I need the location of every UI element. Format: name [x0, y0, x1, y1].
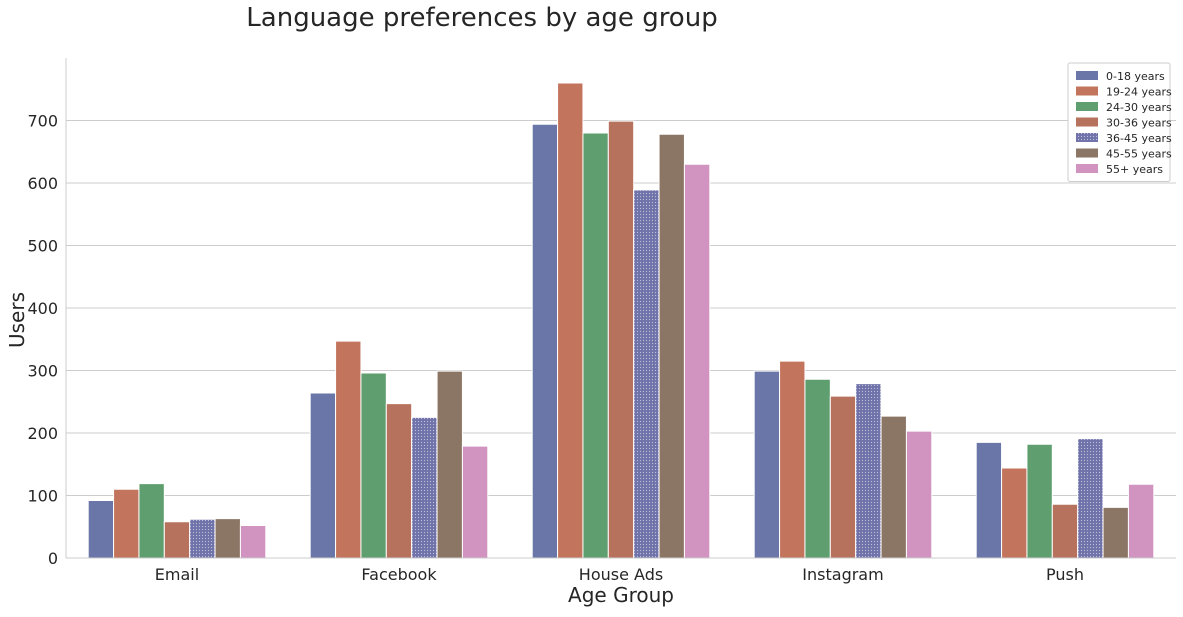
- y-tick-label: 400: [27, 299, 58, 318]
- bar: [975, 441, 1003, 559]
- y-tick-label: 500: [27, 237, 58, 256]
- bar: [461, 445, 489, 559]
- bar: [360, 372, 387, 559]
- y-tick-label: 200: [27, 424, 58, 443]
- legend: 0-18 years 19-24 years 24-30 years 30-36 ye…: [1067, 62, 1172, 182]
- bars: [87, 82, 1155, 559]
- bar-hatch: [634, 190, 659, 558]
- bar: [309, 392, 337, 559]
- bar: [753, 370, 781, 559]
- bar: [804, 378, 831, 559]
- legend-label: 36-45 years: [1106, 132, 1172, 145]
- bar: [113, 488, 140, 559]
- bar: [880, 415, 907, 559]
- chart-title: Language preferences by age group: [246, 3, 717, 33]
- legend-label: 30-36 years: [1106, 117, 1172, 130]
- axes: 0 100 200 300 400 500 600 700 Email Facebook House…: [27, 58, 1176, 584]
- bar: [829, 395, 857, 559]
- bar: [138, 483, 165, 559]
- bar: [557, 82, 584, 559]
- legend-label: 19-24 years: [1106, 86, 1172, 99]
- bar: [1051, 503, 1079, 559]
- bar-hatch: [1078, 439, 1103, 558]
- bar-hatch: [856, 384, 881, 558]
- y-axis-label: Users: [5, 292, 29, 348]
- x-axis-label: Age Group: [568, 583, 674, 607]
- bar: [1001, 467, 1028, 559]
- legend-swatch: [1076, 148, 1098, 158]
- bar-hatch: [412, 417, 437, 558]
- bar: [658, 133, 685, 559]
- legend-swatch: [1076, 86, 1098, 96]
- bar: [239, 525, 267, 559]
- legend-swatch: [1076, 71, 1098, 80]
- bar: [582, 132, 609, 559]
- y-tick-label: 600: [27, 174, 58, 193]
- y-tick-label: 700: [27, 112, 58, 131]
- y-tick-label: 0: [48, 549, 58, 568]
- bar: [607, 120, 635, 559]
- x-tick-label: Email: [155, 565, 199, 584]
- bar: [1102, 506, 1129, 559]
- legend-swatch: [1076, 102, 1098, 111]
- legend-swatch-hatch: [1076, 133, 1098, 142]
- legend-label: 24-30 years: [1106, 101, 1172, 114]
- legend-swatch: [1076, 164, 1098, 173]
- bar: [87, 500, 115, 559]
- x-tick-label: Push: [1046, 565, 1084, 584]
- bar: [385, 403, 413, 559]
- bar: [531, 123, 559, 559]
- legend-label: 0-18 years: [1106, 70, 1165, 83]
- bar: [163, 521, 191, 559]
- x-tick-label: Facebook: [361, 565, 437, 584]
- x-tick-label: House Ads: [579, 565, 663, 584]
- bar: [779, 360, 806, 559]
- y-tick-label: 300: [27, 362, 58, 381]
- legend-label: 55+ years: [1106, 163, 1163, 176]
- bar: [1127, 483, 1155, 559]
- x-tick-label: Instagram: [802, 565, 883, 584]
- legend-label: 45-55 years: [1106, 148, 1172, 161]
- bar: [1026, 443, 1053, 559]
- legend-swatch: [1076, 117, 1098, 127]
- bar: [905, 430, 933, 559]
- bar: [436, 370, 463, 559]
- bar: [214, 518, 241, 559]
- y-tick-label: 100: [27, 487, 58, 506]
- bar: [335, 340, 362, 559]
- bar-hatch: [190, 519, 215, 558]
- bar: [683, 163, 711, 559]
